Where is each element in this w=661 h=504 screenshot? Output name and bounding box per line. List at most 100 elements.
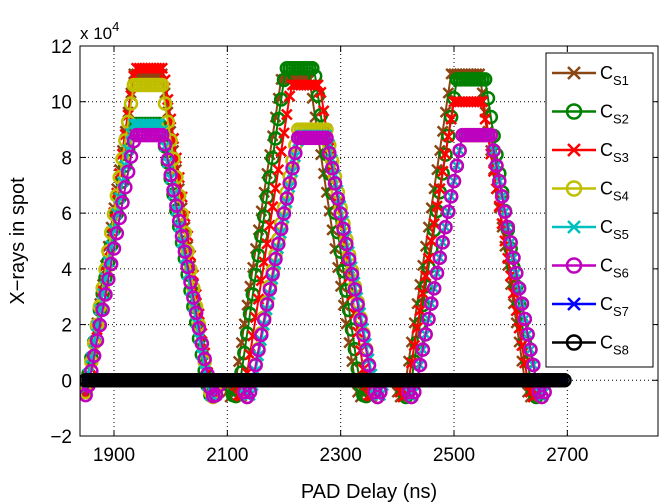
data-point xyxy=(506,250,521,265)
axes-frame xyxy=(79,45,659,437)
data-point xyxy=(266,200,279,213)
data-point xyxy=(279,191,295,206)
data-point xyxy=(509,265,524,281)
data-point xyxy=(438,219,453,235)
data-point xyxy=(153,62,166,75)
data-point xyxy=(526,357,541,373)
data-point xyxy=(256,209,272,224)
data-point xyxy=(285,160,300,176)
data-point xyxy=(157,137,173,152)
data-point xyxy=(282,176,297,191)
data-point xyxy=(98,287,113,302)
data-point xyxy=(92,317,108,333)
data-point xyxy=(517,311,533,327)
data-point xyxy=(95,302,110,318)
data-point xyxy=(109,225,125,241)
data-point xyxy=(314,86,327,99)
series-layer xyxy=(80,61,572,405)
data-point xyxy=(340,317,353,330)
data-point xyxy=(497,204,513,219)
data-point xyxy=(419,269,432,282)
data-point xyxy=(412,357,428,373)
data-point xyxy=(431,200,443,213)
data-point xyxy=(327,176,343,191)
legend-marker xyxy=(567,66,581,80)
data-point xyxy=(312,79,324,91)
data-point xyxy=(115,151,130,167)
data-point xyxy=(259,297,275,312)
data-point xyxy=(275,145,288,158)
data-point xyxy=(442,130,455,143)
data-point xyxy=(154,127,170,143)
data-point xyxy=(180,259,195,275)
data-point xyxy=(425,235,438,247)
y-multiplier-label: x 104 xyxy=(80,19,119,43)
data-point xyxy=(324,160,340,176)
data-point xyxy=(265,267,280,282)
data-point xyxy=(473,95,486,108)
data-point xyxy=(101,271,116,287)
data-point xyxy=(520,327,535,342)
data-point xyxy=(415,342,431,357)
data-point xyxy=(514,296,530,311)
data-point xyxy=(268,131,283,146)
legend-marker xyxy=(567,297,581,311)
data-point xyxy=(477,72,493,87)
data-point xyxy=(273,221,289,237)
x-tick-label: 2300 xyxy=(320,445,362,466)
y-tick-label: 6 xyxy=(61,204,72,225)
data-point xyxy=(157,96,173,111)
y-tick-label: 8 xyxy=(61,148,72,169)
data-point xyxy=(443,189,459,204)
data-point xyxy=(169,198,184,213)
data-point xyxy=(489,158,504,174)
data-point xyxy=(191,320,207,336)
y-tick-label: 12 xyxy=(51,37,72,58)
y-tick-label: 4 xyxy=(61,260,72,281)
data-point xyxy=(271,236,286,252)
data-point xyxy=(358,342,374,358)
data-point xyxy=(350,297,365,312)
legend-marker xyxy=(565,180,583,197)
data-point xyxy=(271,111,286,127)
data-point xyxy=(416,287,429,300)
legend-box xyxy=(545,52,654,368)
data-point xyxy=(254,327,269,343)
y-tick-label: 10 xyxy=(51,93,72,114)
data-point xyxy=(262,282,278,297)
data-point xyxy=(486,143,501,158)
data-point xyxy=(442,87,455,99)
data-point xyxy=(194,336,210,351)
data-point xyxy=(248,357,263,373)
data-point xyxy=(361,357,377,373)
data-point xyxy=(353,312,368,327)
data-point xyxy=(262,170,278,185)
data-point xyxy=(177,244,193,259)
data-point xyxy=(163,167,178,183)
data-point xyxy=(483,127,499,143)
data-point xyxy=(268,251,283,267)
data-point xyxy=(305,61,320,76)
data-point xyxy=(120,164,136,180)
data-point xyxy=(263,219,276,232)
data-point xyxy=(476,87,489,99)
data-point xyxy=(333,206,348,221)
data-point xyxy=(421,311,436,327)
data-point xyxy=(258,256,271,269)
data-point xyxy=(123,149,139,164)
series-s8 xyxy=(80,373,572,388)
y-tick-label: −2 xyxy=(50,427,72,448)
data-point xyxy=(153,118,166,130)
data-point xyxy=(523,342,538,357)
data-point xyxy=(288,145,303,161)
data-point xyxy=(208,387,224,403)
data-point xyxy=(476,95,489,108)
data-point xyxy=(339,236,354,252)
data-point xyxy=(436,165,449,178)
data-point xyxy=(265,150,280,166)
data-point xyxy=(317,104,330,117)
data-point xyxy=(337,299,350,311)
data-point xyxy=(89,333,105,348)
data-point xyxy=(259,189,275,205)
data-point xyxy=(154,77,170,93)
